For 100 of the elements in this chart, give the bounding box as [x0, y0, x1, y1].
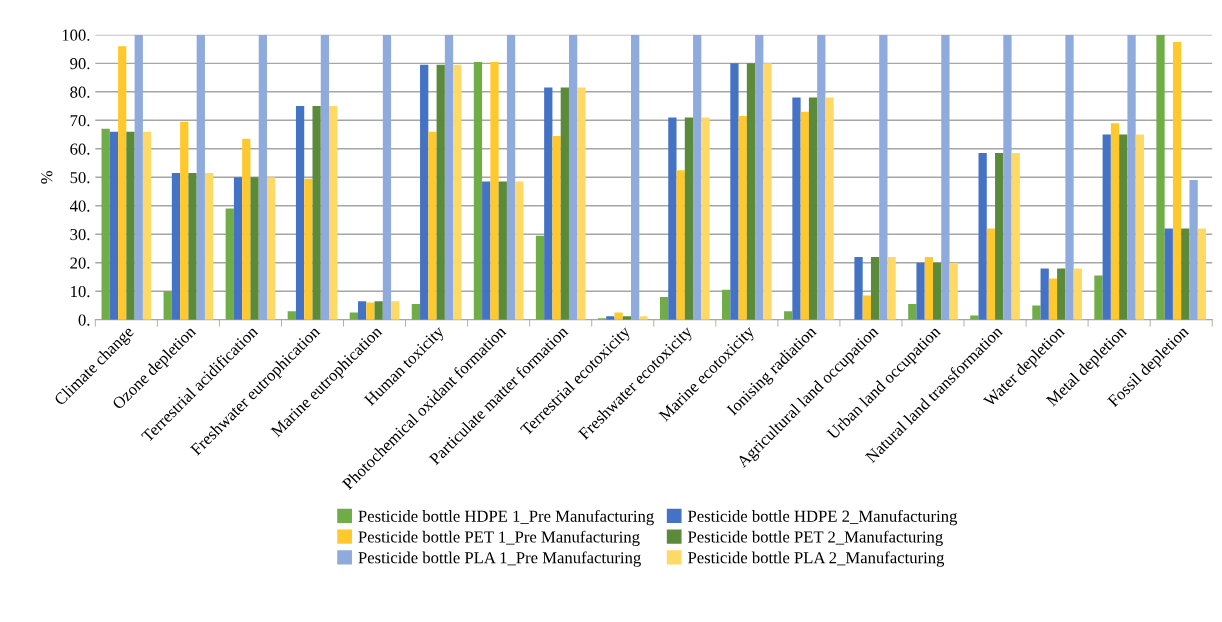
bar: [1094, 275, 1103, 320]
bar: [817, 34, 826, 320]
bar: [266, 177, 276, 320]
bar: [1127, 34, 1136, 320]
legend-label: Pesticide bottle PLA 2_Manufacturing: [688, 551, 945, 567]
bar: [163, 291, 172, 320]
bar: [1057, 268, 1066, 320]
bar: [887, 257, 896, 320]
bar: [134, 34, 143, 320]
bar: [924, 257, 933, 320]
bar: [684, 117, 694, 320]
bar: [693, 34, 702, 320]
bar: [473, 61, 483, 320]
bar: [204, 173, 214, 320]
bar: [631, 34, 640, 320]
bar: [242, 138, 251, 320]
bar: [320, 34, 330, 320]
bar: [639, 316, 648, 320]
y-tick-label: 100.: [62, 29, 90, 41]
bar: [196, 34, 205, 320]
bar: [180, 121, 189, 320]
y-tick-label: 90.: [70, 58, 90, 70]
legend-label: Pesticide bottle HDPE 1_Pre Manufacturing: [358, 509, 654, 526]
bar: [171, 173, 181, 320]
bar: [358, 301, 367, 320]
bar: [1135, 134, 1144, 320]
bar: [304, 178, 313, 320]
bar: [329, 106, 338, 320]
y-tick-label: 60.: [70, 143, 90, 155]
bar: [941, 34, 950, 320]
bar: [862, 295, 871, 320]
bar: [109, 131, 119, 320]
y-tick-label: 70.: [70, 114, 90, 127]
bar: [490, 61, 499, 320]
bar: [738, 116, 747, 320]
bar: [659, 296, 669, 320]
bar: [1102, 134, 1111, 320]
bar: [1073, 268, 1082, 320]
bar: [1110, 123, 1120, 320]
bar: [933, 262, 942, 320]
bar: [374, 301, 383, 320]
bar: [879, 34, 888, 320]
y-tick-label: 80.: [70, 86, 90, 98]
bar: [391, 301, 400, 320]
bar: [250, 177, 259, 320]
bar: [1189, 180, 1198, 320]
bar: [1032, 305, 1041, 320]
bar: [995, 153, 1004, 320]
bar: [101, 128, 110, 320]
y-tick-label: 10.: [71, 285, 90, 298]
y-tick-label: 20.: [70, 257, 90, 269]
y-tick-label: 0.: [78, 314, 90, 326]
bar: [225, 208, 234, 320]
bar: [126, 131, 135, 320]
bar: [552, 135, 561, 320]
y-tick-label: 30.: [70, 228, 90, 241]
bar: [142, 131, 152, 320]
bar: [1181, 228, 1190, 320]
bar: [1011, 153, 1020, 320]
y-axis-title: %: [41, 170, 53, 184]
bar: [1003, 34, 1012, 320]
bar: [515, 181, 524, 320]
bar: [382, 34, 392, 320]
bar: [908, 304, 917, 320]
bar: [916, 262, 925, 320]
bar: [577, 87, 586, 320]
y-tick-label: 50.: [70, 171, 90, 184]
bar: [188, 173, 197, 320]
bar: [287, 311, 296, 320]
bar: [800, 111, 809, 320]
y-tick-label: 40.: [69, 200, 90, 212]
bar: [792, 97, 801, 320]
bar: [568, 34, 578, 320]
bar: [1197, 228, 1207, 320]
bar: [949, 262, 958, 320]
bar: [295, 106, 305, 320]
bar: [420, 64, 429, 320]
bar: [444, 34, 454, 320]
bar: [544, 87, 553, 320]
legend-label: Pesticide bottle PLA 1_Pre Manufacturing: [358, 551, 641, 567]
legend-label: Pesticide bottle PET 2_Manufacturing: [688, 530, 943, 547]
bar: [366, 302, 375, 320]
bar: [506, 34, 516, 320]
bar: [1164, 228, 1173, 320]
bar: [746, 63, 756, 320]
bar: [1065, 34, 1074, 320]
bar: [755, 34, 764, 320]
legend-label: Pesticide bottle PET 1_Pre Manufacturing: [358, 530, 640, 547]
bar: [668, 117, 677, 320]
bar: [970, 315, 979, 320]
legend-label: Pesticide bottle HDPE 2_Manufacturing: [688, 509, 958, 526]
bar: [482, 181, 491, 320]
bar: [1119, 134, 1128, 320]
bar: [986, 228, 996, 320]
bar: [312, 106, 321, 320]
bar: [808, 97, 818, 320]
bar: [1048, 278, 1058, 320]
bar: [854, 257, 863, 320]
bar: [453, 64, 462, 320]
bar: [1172, 41, 1182, 320]
